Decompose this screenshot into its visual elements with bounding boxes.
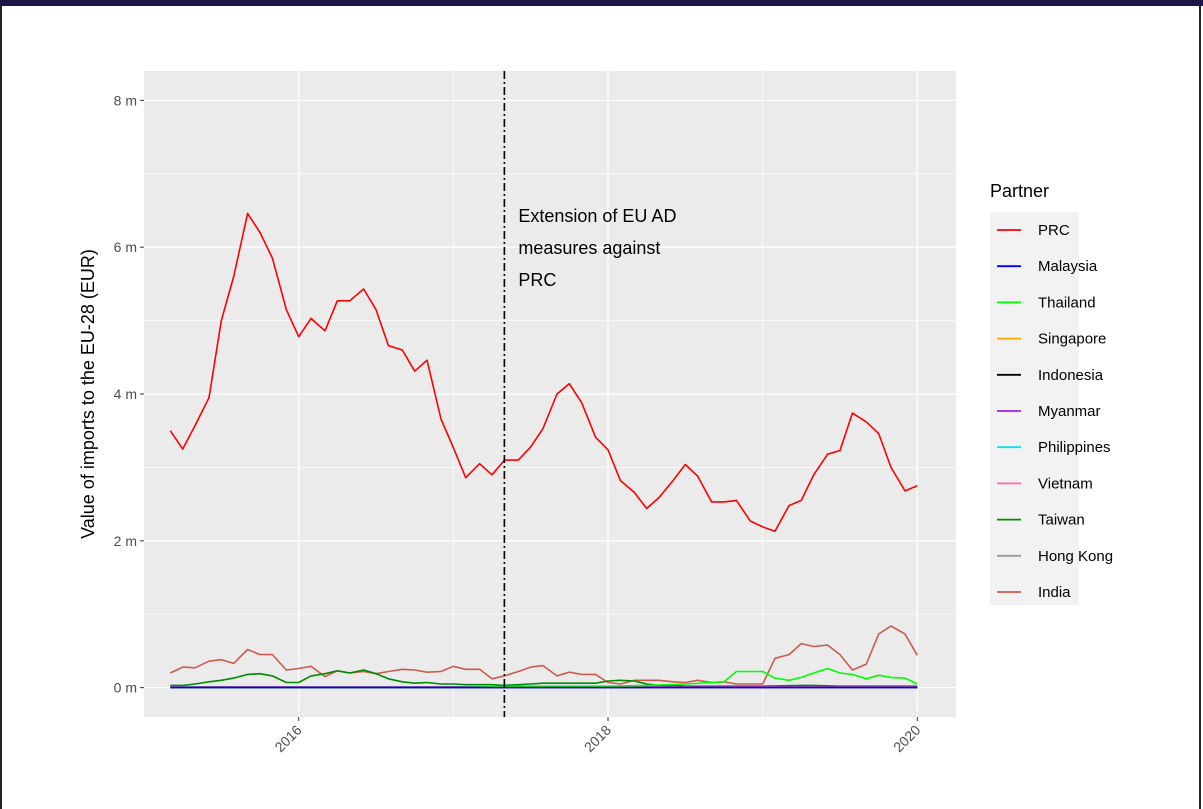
legend-label: PRC (1038, 222, 1070, 239)
y-tick-label: 4 m (114, 386, 137, 402)
series-lines (169, 212, 918, 689)
annotation-text-line: measures against (518, 238, 660, 258)
series-line-india (169, 625, 918, 685)
legend-label: Taiwan (1038, 512, 1085, 529)
x-tick-label: 2018 (581, 722, 614, 755)
window-top-bar (0, 0, 1203, 6)
legend-items: PRC Malaysia Thailand Singapore Indonesia Mya… (997, 222, 1113, 601)
y-axis-ticks: 0 m 2 m 4 m 6 m 8 m (114, 92, 144, 696)
annotation-text-line: PRC (518, 270, 556, 290)
series-line-thailand (170, 667, 918, 689)
legend-key-background (990, 212, 1079, 605)
legend-label: Vietnam (1038, 475, 1093, 492)
legend-label: Philippines (1038, 439, 1111, 456)
legend-label: Myanmar (1038, 403, 1101, 420)
y-tick-label: 8 m (114, 92, 137, 108)
y-axis-title: Value of imports to the EU-28 (EUR) (78, 249, 98, 539)
legend-title: Partner (990, 181, 1049, 201)
legend-label: Malaysia (1038, 258, 1098, 275)
x-tick-label: 2016 (271, 722, 304, 755)
y-tick-label: 6 m (114, 239, 137, 255)
annotation-text-line: Extension of EU AD (518, 206, 676, 226)
series-line-prc (169, 212, 918, 533)
y-tick-label: 0 m (114, 680, 137, 696)
legend: Partner PRC Malaysia Thailand Singapore Indo… (990, 181, 1113, 605)
x-axis-ticks: 2016 2018 2020 (271, 717, 924, 755)
legend-label: Hong Kong (1038, 548, 1113, 565)
y-tick-label: 2 m (114, 533, 137, 549)
x-tick-label: 2020 (890, 722, 923, 755)
window-frame (0, 6, 1201, 809)
annotation: Extension of EU AD measures against PRC (518, 206, 676, 290)
legend-label: Indonesia (1038, 367, 1104, 384)
legend-label: Singapore (1038, 331, 1106, 348)
legend-label: India (1038, 584, 1071, 601)
legend-label: Thailand (1038, 294, 1096, 311)
